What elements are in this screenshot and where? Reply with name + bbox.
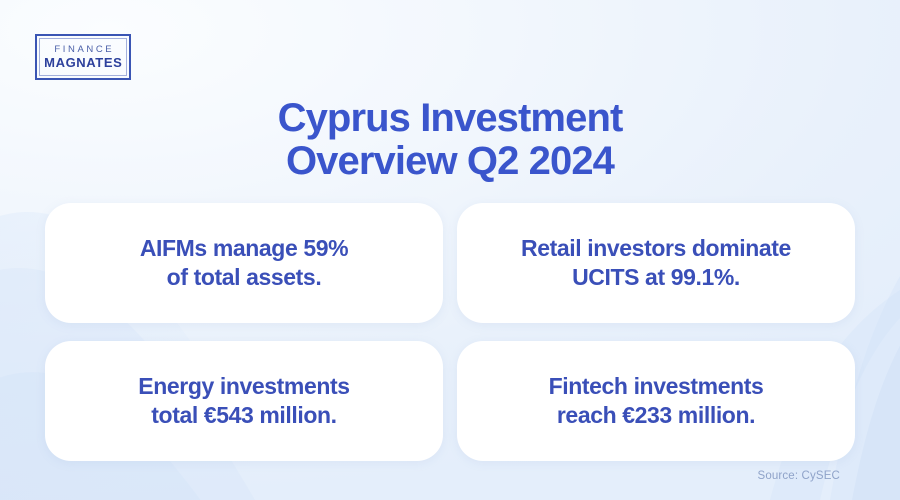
page-title: Cyprus Investment Overview Q2 2024 xyxy=(0,95,900,183)
stat-card-ucits: Retail investors dominate UCITS at 99.1%… xyxy=(457,203,855,323)
stat-card-energy: Energy investments total €543 million. xyxy=(45,341,443,461)
stat-card-aifm: AIFMs manage 59% of total assets. xyxy=(45,203,443,323)
page-title-line-2: Overview Q2 2024 xyxy=(285,138,615,183)
stat-card-energy-line-1: Energy investments xyxy=(138,372,350,399)
logo-wordmark-bottom: MAGNATES xyxy=(44,54,123,70)
stat-card-fintech-line-1: Fintech investments xyxy=(548,372,764,399)
stat-card-ucits-text: Retail investors dominate UCITS at 99.1%… xyxy=(503,234,809,293)
source-attribution: Source: CySEC xyxy=(757,470,840,482)
stat-card-ucits-line-1: Retail investors dominate xyxy=(521,234,791,261)
stat-card-energy-line-2: total €543 million. xyxy=(151,402,337,428)
logo-inner-frame: FINANCE MAGNATES xyxy=(39,38,127,76)
stat-card-fintech: Fintech investments reach €233 million. xyxy=(457,341,855,461)
stat-card-aifm-text: AIFMs manage 59% of total assets. xyxy=(122,234,366,293)
stat-card-aifm-line-1: AIFMs manage 59% xyxy=(139,234,349,261)
logo-wordmark-top: FINANCE xyxy=(54,44,115,56)
stat-card-ucits-line-2: UCITS at 99.1%. xyxy=(572,264,740,290)
finance-magnates-logo: FINANCE MAGNATES xyxy=(35,34,131,80)
stat-card-fintech-text: Fintech investments reach €233 million. xyxy=(531,372,782,431)
stat-card-aifm-line-2: of total assets. xyxy=(166,264,322,290)
stat-card-grid: AIFMs manage 59% of total assets. Retail… xyxy=(45,203,855,461)
page-title-line-1: Cyprus Investment xyxy=(277,95,624,140)
stat-card-energy-text: Energy investments total €543 million. xyxy=(120,372,367,431)
stat-card-fintech-line-2: reach €233 million. xyxy=(556,402,756,428)
